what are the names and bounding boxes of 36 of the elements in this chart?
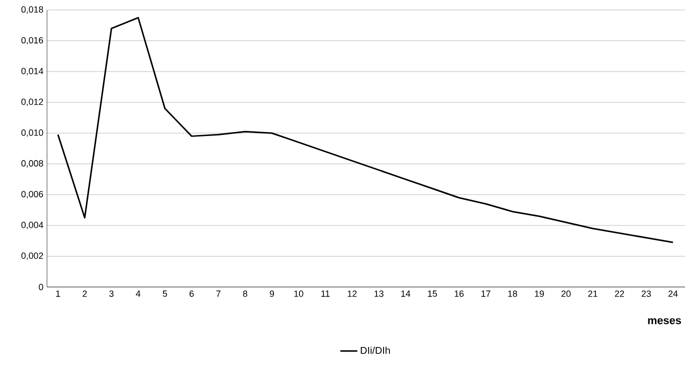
y-tick-label: 0,008 — [21, 160, 44, 168]
x-axis-title: meses — [648, 318, 682, 324]
legend-label: DIi/DIh — [360, 346, 390, 354]
y-tick-label: 0,012 — [21, 98, 44, 106]
y-tick-label: 0,018 — [21, 6, 44, 14]
x-tick-label: 6 — [190, 290, 194, 297]
x-tick-label: 1 — [56, 290, 60, 297]
x-tick-label: 16 — [454, 290, 464, 297]
x-tick-label: 2 — [82, 290, 87, 297]
x-tick-label: 17 — [482, 290, 490, 297]
y-tick-label: 0,010 — [21, 129, 44, 137]
x-tick-label: 15 — [428, 290, 437, 297]
x-tick-label: 5 — [162, 290, 168, 297]
y-tick-label: 0,016 — [21, 37, 44, 44]
x-tick-label: 4 — [136, 290, 140, 297]
x-tick-label: 10 — [294, 290, 304, 297]
y-tick-label: 0 — [38, 284, 44, 290]
x-tick-label: 9 — [270, 290, 274, 297]
x-tick-label: 13 — [374, 290, 384, 297]
x-tick-label: 12 — [348, 290, 357, 297]
x-tick-label: 18 — [508, 290, 518, 297]
x-tick-label: 23 — [642, 290, 651, 297]
y-tick-label: 0,002 — [21, 252, 44, 260]
x-tick-label: 19 — [534, 290, 544, 297]
x-tick-label: 7 — [216, 290, 220, 297]
x-tick-label: 22 — [614, 290, 624, 297]
y-tick-label: 0,006 — [21, 190, 44, 198]
x-tick-label: 3 — [109, 290, 114, 297]
x-tick-label: 11 — [321, 290, 330, 297]
x-tick-label: 21 — [588, 290, 598, 297]
x-tick-label: 14 — [401, 290, 410, 297]
x-tick-label: 24 — [668, 290, 678, 297]
y-tick-label: 0,014 — [21, 68, 44, 76]
x-tick-label: 20 — [561, 290, 571, 297]
x-tick-label: 8 — [243, 290, 248, 297]
y-tick-label: 0,004 — [21, 222, 44, 230]
